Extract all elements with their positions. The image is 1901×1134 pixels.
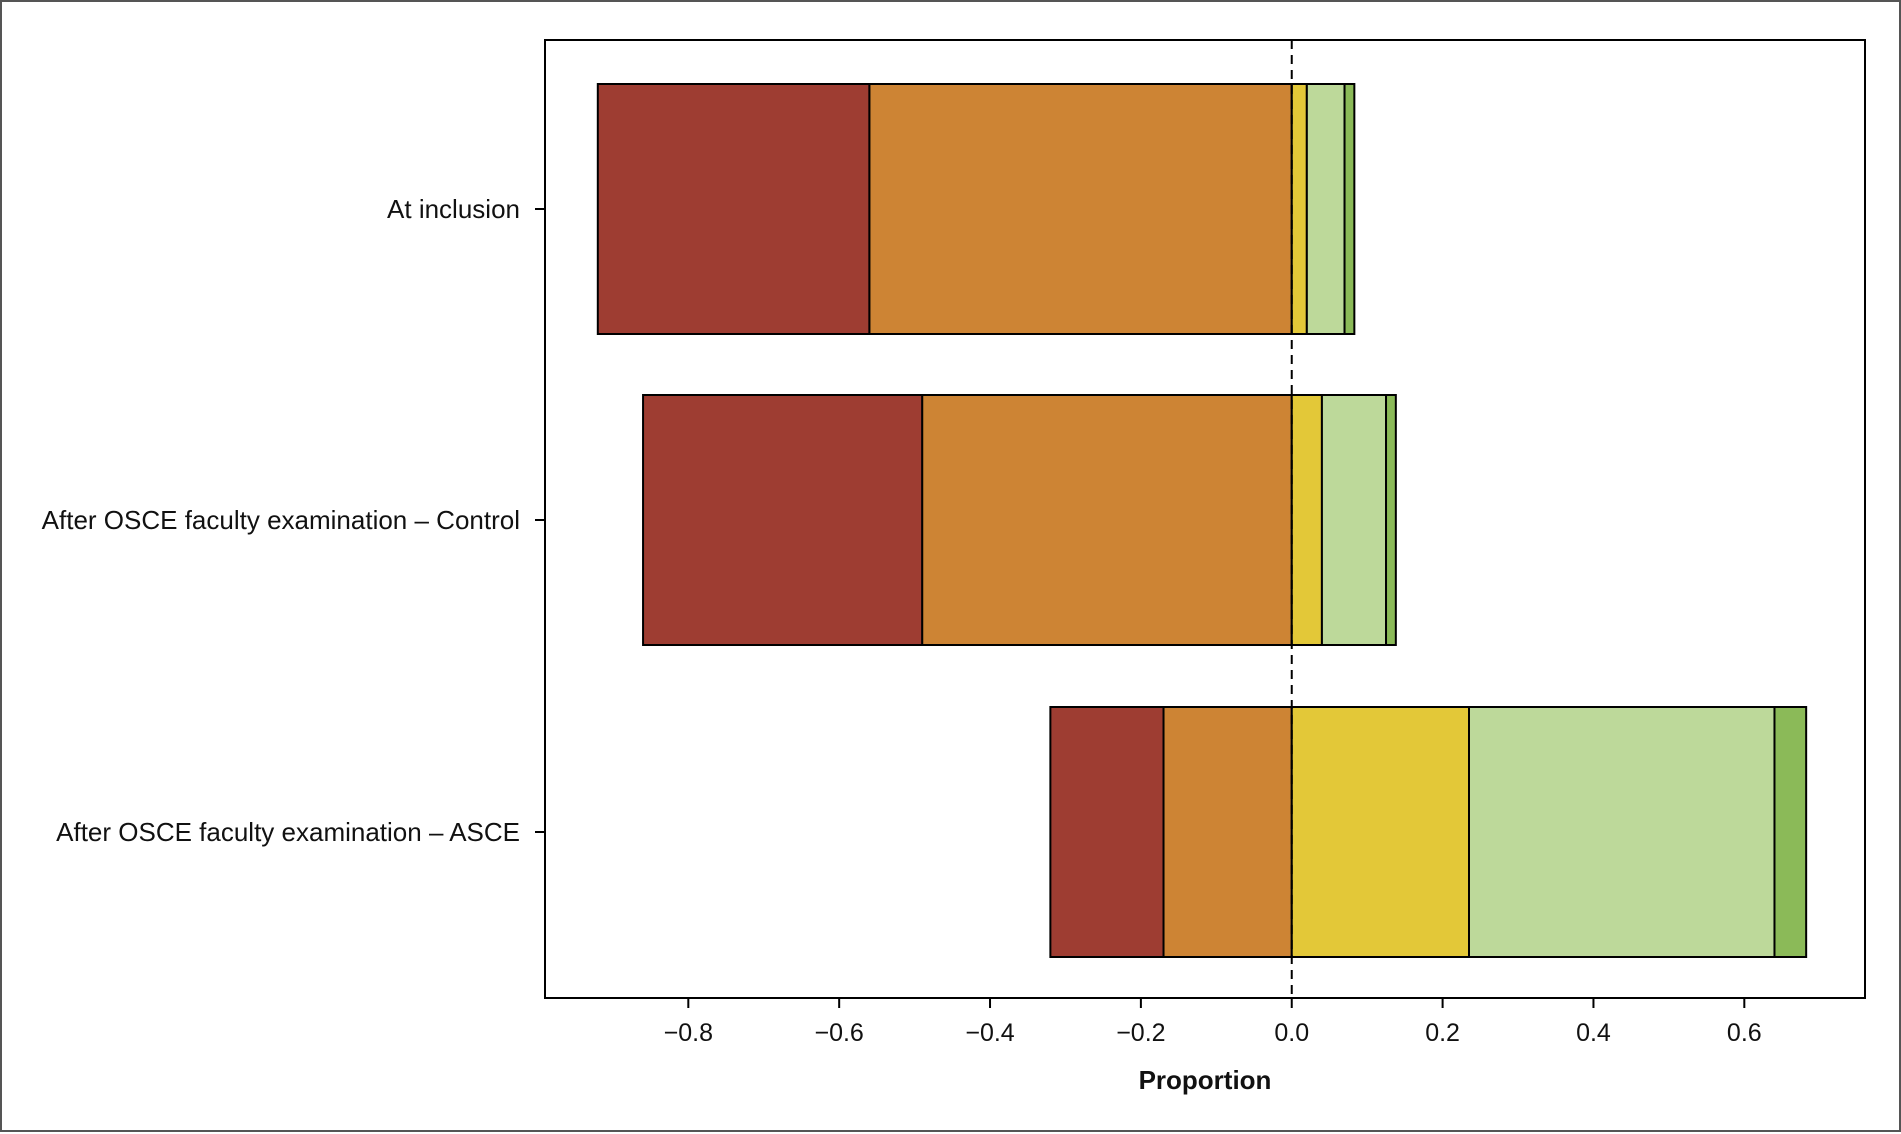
bar-segment: [1305, 83, 1346, 335]
bar-segment: [921, 394, 1293, 646]
x-tick-label: 0.0: [1274, 1019, 1309, 1047]
bar-segment: [1290, 83, 1308, 335]
bar-segment: [1773, 706, 1808, 958]
bar-segment: [1049, 706, 1165, 958]
bar-segment: [1290, 394, 1323, 646]
bar-segment: [1162, 706, 1293, 958]
x-axis-title: Proportion: [1139, 1065, 1272, 1095]
x-tick-label: 0.4: [1576, 1019, 1611, 1047]
bar-segment: [1320, 394, 1388, 646]
y-category-label: After OSCE faculty examination – ASCE: [56, 817, 520, 847]
x-tick-label: −0.6: [814, 1019, 863, 1047]
x-tick-label: 0.2: [1425, 1019, 1460, 1047]
y-axis: At inclusion After OSCE faculty examinati…: [42, 194, 545, 847]
x-axis: −0.8 −0.6 −0.4 −0.2 0.0 0.2 0.4 0.6: [664, 998, 1762, 1047]
x-tick-label: −0.2: [1116, 1019, 1165, 1047]
bar-segment: [1385, 394, 1397, 646]
bar-segment: [1290, 706, 1470, 958]
bar-segment: [868, 83, 1293, 335]
bars-layer: [596, 83, 1808, 958]
x-tick-label: −0.8: [664, 1019, 713, 1047]
bar-segment: [596, 83, 871, 335]
x-tick-label: 0.6: [1727, 1019, 1762, 1047]
bar-segment: [1468, 706, 1776, 958]
y-category-label: At inclusion: [387, 194, 520, 224]
y-category-label: After OSCE faculty examination – Control: [42, 505, 520, 535]
bar-segment: [642, 394, 924, 646]
x-tick-label: −0.4: [965, 1019, 1014, 1047]
bar-segment: [1343, 83, 1356, 335]
